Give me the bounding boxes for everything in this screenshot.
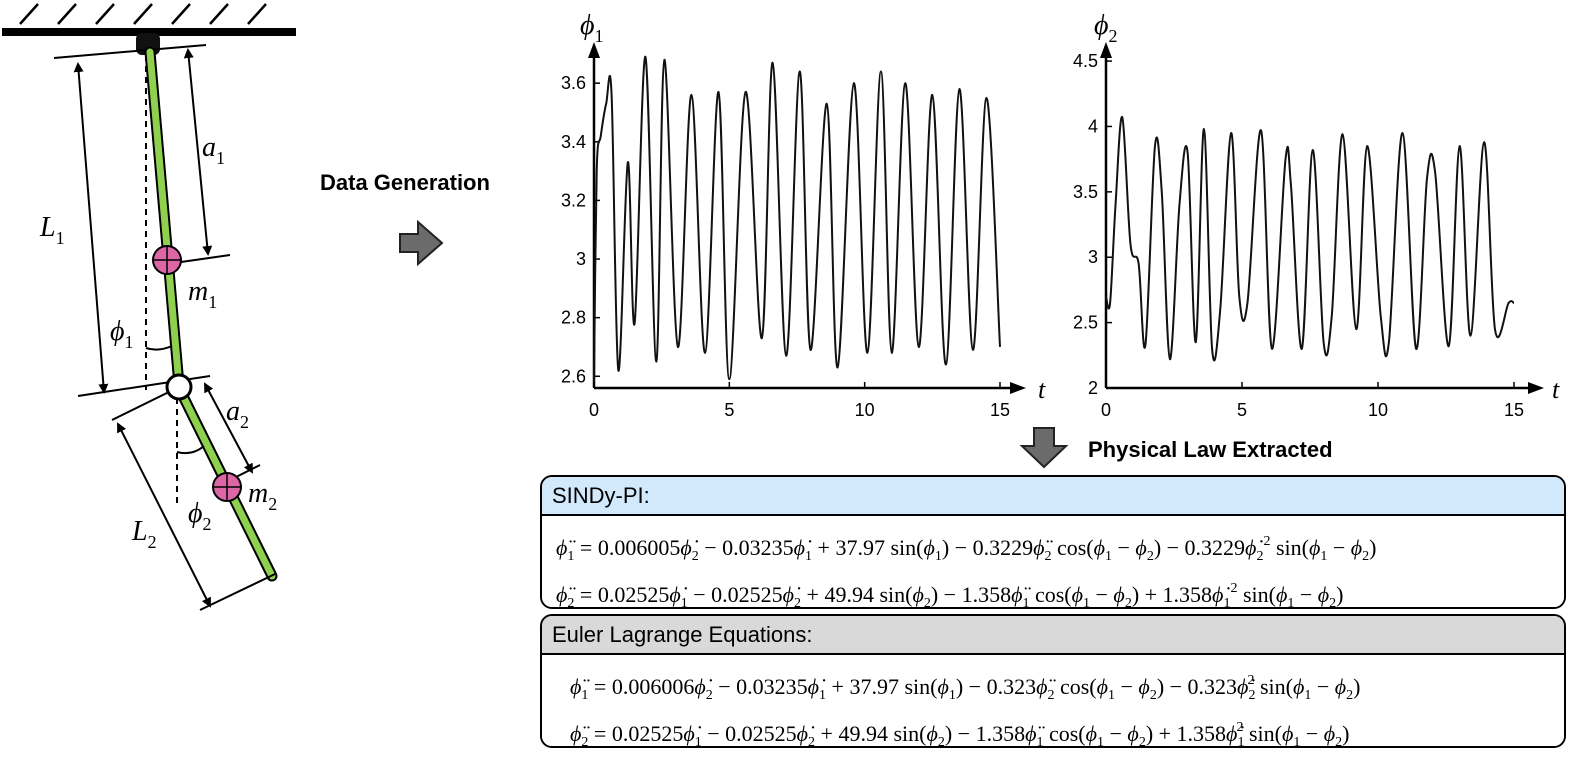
label-m1: m1	[188, 276, 217, 312]
y-tick-label: 2.5	[1073, 313, 1098, 333]
chart-phi1: ϕ1 t 0 5 10 15 2.6 2.8 3 3.2 3.4 3.6	[561, 10, 1046, 420]
y-tick-label: 3.6	[561, 73, 586, 93]
sindy-pi-panel: SINDy-PI: ϕ̈1 = 0.006005ϕ̇2 − 0.03235ϕ̇1…	[540, 475, 1566, 609]
x-axis-label: t	[1038, 375, 1046, 404]
ceiling	[2, 3, 296, 36]
sindy-pi-title: SINDy-PI:	[542, 477, 1564, 516]
right-arrow-icon	[399, 219, 444, 267]
angle-arc-phi2	[176, 445, 205, 455]
label-phi1: ϕ1	[110, 316, 134, 352]
y-tick-label: 2	[1088, 378, 1098, 398]
y-tick-label: 3.4	[561, 132, 586, 152]
dimension-L2	[117, 422, 211, 608]
x-axis-label: t	[1552, 375, 1560, 404]
label-phi2: ϕ2	[188, 498, 212, 534]
y-tick-label: 3	[1088, 247, 1098, 267]
mass-2	[212, 472, 242, 502]
dimension-L1	[73, 62, 109, 394]
dimension-a1	[183, 48, 213, 256]
series-line	[1105, 116, 1515, 362]
data-generation-label: Data Generation	[320, 170, 490, 195]
x-tick-label: 10	[1368, 400, 1388, 420]
x-tick-label: 10	[855, 400, 875, 420]
label-m2: m2	[248, 478, 277, 514]
y-tick-label: 4	[1088, 116, 1098, 136]
down-arrow-icon	[1019, 427, 1069, 469]
x-tick-label: 0	[589, 400, 599, 420]
series-line	[593, 55, 1001, 383]
physical-law-label: Physical Law Extracted	[1088, 437, 1333, 462]
mass-1	[152, 245, 182, 275]
y-tick-label: 2.8	[561, 308, 586, 328]
euler-equation-1: ϕ̈1 = 0.006006ϕ̇2 − 0.03235ϕ̇1 + 37.97 s…	[570, 673, 1361, 703]
x-tick-label: 15	[990, 400, 1010, 420]
x-tick-label: 0	[1101, 400, 1111, 420]
sindy-equation-1: ϕ̈1 = 0.006005ϕ̇2 − 0.03235ϕ̇1 + 37.97 s…	[556, 534, 1377, 564]
x-tick-label: 5	[1237, 400, 1247, 420]
sindy-equation-2: ϕ̈2 = 0.02525ϕ̇1 − 0.02525ϕ̇2 + 49.94 si…	[556, 581, 1344, 609]
label-a2: a2	[226, 396, 249, 432]
y-tick-label: 4.5	[1073, 51, 1098, 71]
y-tick-label: 3.2	[561, 190, 586, 210]
dimension-a2	[204, 382, 253, 474]
y-tick-label: 3	[576, 249, 586, 269]
euler-lagrange-title: Euler Lagrange Equations:	[542, 616, 1564, 655]
x-tick-label: 15	[1504, 400, 1524, 420]
euler-lagrange-panel: Euler Lagrange Equations: ϕ̈1 = 0.006006…	[540, 614, 1566, 748]
angle-arc-phi1	[145, 345, 173, 351]
euler-equation-2: ϕ̈2 = 0.02525ϕ̇1 − 0.02525ϕ̇2 + 49.94 si…	[570, 720, 1350, 748]
y-tick-label: 2.6	[561, 366, 586, 386]
y-axis-label: ϕ1	[580, 10, 604, 46]
label-L2: L2	[131, 516, 157, 552]
label-a1: a1	[202, 132, 225, 168]
y-axis-label: ϕ2	[1094, 10, 1118, 46]
joint	[165, 373, 193, 401]
x-tick-label: 5	[724, 400, 734, 420]
chart-phi2: ϕ2 t 0 5 10 15 2 2.5 3 3.5 4 4.5	[1073, 10, 1560, 420]
y-tick-label: 3.5	[1073, 182, 1098, 202]
label-L1: L1	[39, 212, 65, 248]
